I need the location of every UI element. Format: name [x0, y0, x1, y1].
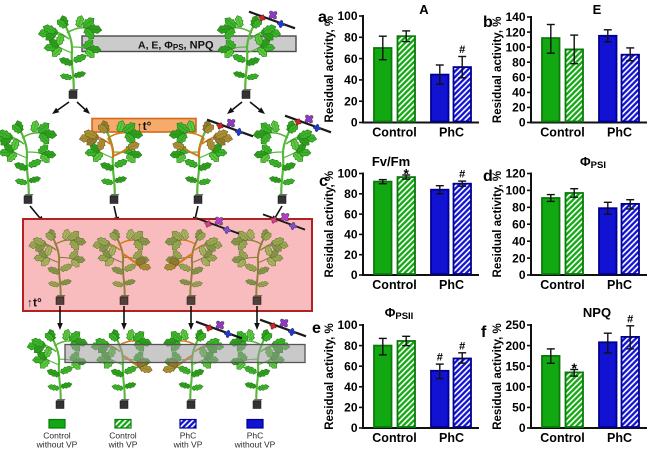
svg-text:20: 20 — [512, 251, 526, 265]
svg-text:#: # — [437, 352, 443, 364]
svg-text:20: 20 — [512, 101, 526, 115]
svg-text:80: 80 — [344, 187, 358, 201]
svg-text:80: 80 — [344, 31, 358, 45]
svg-text:NPQ: NPQ — [583, 305, 611, 320]
svg-text:40: 40 — [344, 228, 358, 242]
svg-text:#: # — [459, 44, 465, 56]
svg-text:60: 60 — [512, 71, 526, 85]
svg-text:#: # — [459, 169, 465, 181]
svg-text:Fv/Fm: Fv/Fm — [372, 154, 410, 169]
svg-text:60: 60 — [344, 207, 358, 221]
svg-text:PhC: PhC — [439, 278, 464, 292]
svg-text:f: f — [481, 324, 487, 341]
svg-text:80: 80 — [512, 201, 526, 215]
svg-text:PhC: PhC — [607, 278, 632, 292]
svg-text:Residual activity, %: Residual activity, % — [492, 171, 504, 278]
svg-text:Control: Control — [43, 431, 71, 441]
svg-text:60: 60 — [344, 359, 358, 373]
svg-text:100: 100 — [337, 167, 357, 181]
svg-text:80: 80 — [344, 339, 358, 353]
svg-text:*: * — [403, 166, 409, 182]
svg-text:20: 20 — [344, 248, 358, 262]
svg-text:100: 100 — [505, 380, 525, 394]
svg-text:0: 0 — [519, 421, 526, 435]
svg-text:60: 60 — [344, 52, 358, 66]
svg-text:0: 0 — [519, 268, 526, 282]
svg-text:#: # — [627, 313, 633, 325]
svg-text:PhC: PhC — [607, 431, 632, 445]
svg-text:Residual activity, %: Residual activity, % — [492, 17, 504, 124]
svg-text:20: 20 — [344, 94, 358, 108]
svg-text:Control: Control — [540, 278, 584, 292]
svg-text:Control: Control — [372, 278, 416, 292]
svg-text:40: 40 — [344, 380, 358, 394]
svg-text:0: 0 — [351, 268, 358, 282]
svg-text:40: 40 — [512, 234, 526, 248]
svg-text:PhC: PhC — [247, 431, 264, 441]
svg-text:150: 150 — [505, 359, 525, 373]
svg-text:Control: Control — [372, 431, 416, 445]
svg-text:Control: Control — [540, 126, 584, 140]
svg-text:120: 120 — [505, 25, 525, 39]
svg-text:100: 100 — [337, 9, 357, 23]
svg-text:without VP: without VP — [234, 440, 276, 450]
svg-text:E: E — [593, 2, 602, 17]
svg-text:Residual activity, %: Residual activity, % — [324, 171, 336, 278]
svg-text:50: 50 — [512, 401, 526, 415]
svg-text:d: d — [483, 168, 493, 185]
svg-text:120: 120 — [505, 167, 525, 181]
svg-text:↑t°: ↑t° — [137, 119, 152, 133]
svg-text:100: 100 — [337, 318, 357, 332]
svg-text:b: b — [483, 14, 493, 31]
svg-text:without VP: without VP — [36, 440, 78, 450]
svg-text:200: 200 — [505, 339, 525, 353]
svg-text:20: 20 — [344, 401, 358, 415]
svg-text:a: a — [318, 9, 327, 26]
svg-text:Control: Control — [540, 431, 584, 445]
svg-text:A, E, ΦPS, NPQ: A, E, ΦPS, NPQ — [138, 40, 214, 53]
svg-text:A: A — [419, 2, 429, 17]
svg-text:0: 0 — [519, 116, 526, 130]
svg-text:Residual activity, %: Residual activity, % — [324, 16, 336, 123]
svg-text:with VP: with VP — [173, 440, 203, 450]
svg-text:100: 100 — [505, 40, 525, 54]
svg-text:c: c — [319, 173, 328, 190]
svg-text:Control: Control — [109, 431, 137, 441]
svg-text:80: 80 — [512, 55, 526, 69]
svg-text:Control: Control — [372, 126, 416, 140]
svg-text:250: 250 — [505, 318, 525, 332]
svg-text:0: 0 — [351, 421, 358, 435]
svg-text:e: e — [312, 320, 321, 337]
svg-text:PhC: PhC — [439, 126, 464, 140]
svg-text:#: # — [459, 340, 465, 352]
svg-text:60: 60 — [512, 217, 526, 231]
svg-text:100: 100 — [505, 184, 525, 198]
svg-text:0: 0 — [351, 116, 358, 130]
svg-text:PhC: PhC — [607, 126, 632, 140]
svg-text:40: 40 — [512, 86, 526, 100]
svg-text:PhC: PhC — [180, 431, 197, 441]
svg-text:PhC: PhC — [439, 431, 464, 445]
svg-text:140: 140 — [505, 10, 525, 24]
svg-text:*: * — [571, 360, 577, 376]
svg-text:Residual activity, %: Residual activity, % — [324, 323, 336, 430]
svg-text:↑t°: ↑t° — [27, 296, 42, 310]
svg-text:40: 40 — [344, 73, 358, 87]
svg-text:with VP: with VP — [108, 440, 138, 450]
svg-text:Residual activity, %: Residual activity, % — [492, 323, 504, 430]
